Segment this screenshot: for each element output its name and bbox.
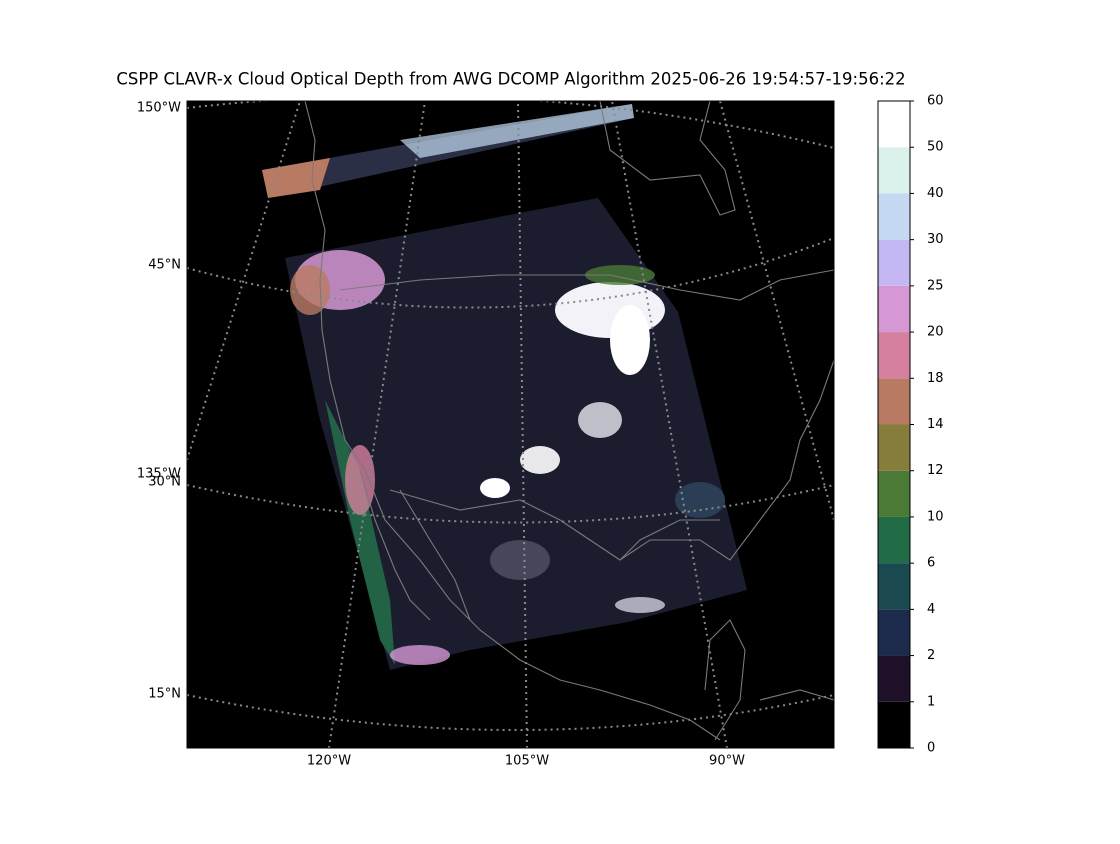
colorbar-segment — [878, 609, 910, 656]
colorbar-segment — [878, 424, 910, 471]
left-label: 15°N — [148, 687, 181, 702]
map-content — [187, 101, 834, 748]
map-title: CSPP CLAVR-x Cloud Optical Depth from AW… — [116, 70, 905, 89]
bottom-label: 90°W — [709, 754, 745, 769]
colorbar-tick-label: 0 — [927, 741, 935, 756]
colorbar-segment — [878, 655, 910, 702]
colorbar-segment — [878, 378, 910, 425]
colorbar-tick-label: 25 — [927, 278, 944, 293]
colorbar-tick-label: 6 — [927, 556, 935, 571]
colorbar-segment — [878, 101, 910, 148]
bottom-label: 120°W — [307, 754, 351, 769]
colorbar-segment — [878, 563, 910, 610]
graticule — [187, 101, 301, 461]
colorbar-segment — [878, 470, 910, 517]
colorbar-tick-label: 2 — [927, 648, 935, 663]
left-label: 30°N — [148, 475, 181, 490]
colorbar-segment — [878, 285, 910, 333]
coastline — [619, 359, 834, 561]
colorbar-segment — [878, 332, 910, 379]
colorbar-tick-label: 40 — [927, 186, 944, 201]
cloud-patches — [262, 104, 725, 665]
coastline — [359, 469, 471, 621]
colorbar-segment — [878, 701, 910, 748]
colorbar-tick-label: 1 — [927, 694, 935, 709]
graticule — [328, 101, 426, 748]
left-label: 150°W — [137, 101, 181, 116]
graticule — [187, 237, 834, 309]
left-label: 135°W — [137, 467, 181, 482]
colorbar-segment — [878, 516, 910, 564]
graticule — [187, 694, 834, 731]
colorbar-tick-label: 14 — [927, 417, 944, 432]
colorbar-tick-label: 18 — [927, 371, 944, 386]
left-label: 45°N — [148, 258, 181, 273]
colorbar-tick-label: 4 — [927, 602, 935, 617]
map-frame — [186, 100, 835, 749]
colorbar-segment — [878, 147, 910, 194]
colorbar-segment — [878, 193, 910, 240]
graticule — [719, 101, 834, 521]
coastline — [599, 101, 736, 216]
border — [389, 489, 720, 561]
colorbar-tick-label: 30 — [927, 232, 944, 247]
colorbar-tick-label: 60 — [927, 94, 944, 109]
graticule — [611, 101, 728, 748]
map-labels: 150°W 45°N 135°W30°N 15°N 120°W 105°W 90°W — [137, 101, 745, 769]
coastline — [704, 619, 834, 741]
border — [339, 269, 834, 301]
colorbar-tick-label: 10 — [927, 509, 944, 524]
graticule — [187, 484, 834, 524]
colorbar-tick-label: 50 — [927, 140, 944, 155]
colorbar-tick-label: 20 — [927, 325, 944, 340]
coastline — [304, 101, 721, 741]
colorbar-tick-label: 12 — [927, 463, 944, 478]
bottom-label: 105°W — [505, 754, 549, 769]
colorbar-segment — [878, 239, 910, 286]
